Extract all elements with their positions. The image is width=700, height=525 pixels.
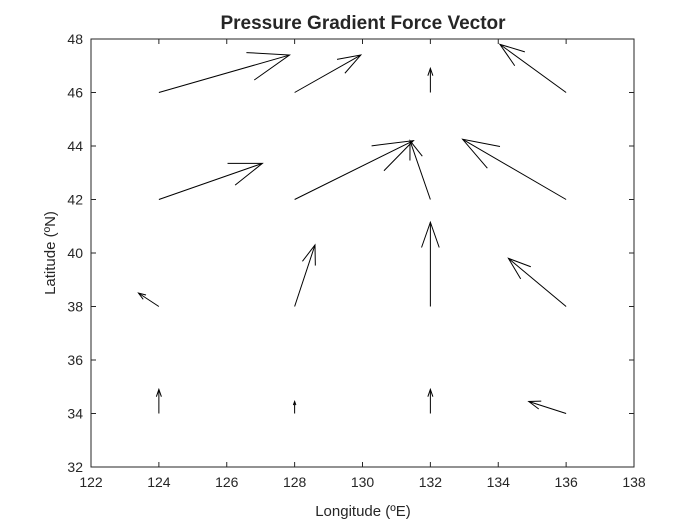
vector-head [155, 387, 162, 397]
vector-shaft [158, 54, 290, 93]
vector-arrow [155, 387, 162, 414]
x-tick-label: 134 [487, 474, 511, 490]
vector-arrow [294, 139, 415, 200]
vector-shaft [499, 43, 567, 93]
vector-head [461, 138, 501, 169]
y-tick-label: 42 [67, 192, 83, 208]
vector-arrow [427, 387, 434, 414]
vector-arrow [158, 162, 264, 200]
vector-head [421, 220, 440, 248]
vector-shaft [528, 400, 567, 414]
vector-head [336, 54, 363, 74]
vector-arrow [461, 138, 567, 200]
vector-head [246, 52, 291, 81]
vector-shaft [294, 140, 414, 200]
vector-head [302, 243, 316, 266]
y-tick-label: 32 [67, 459, 83, 475]
y-tick-label: 46 [67, 85, 83, 101]
y-tick-label: 48 [67, 31, 83, 47]
vector-shaft [158, 162, 263, 200]
chart-title: Pressure Gradient Force Vector [220, 13, 506, 34]
vector-head [409, 139, 423, 161]
axes: 122 124 126 128 130 132 134 136 138 32 34 36 38 40 42 4… [67, 31, 645, 490]
vector-shaft [294, 244, 316, 307]
vector-shaft [508, 257, 567, 307]
vector-arrow [137, 292, 160, 307]
vector-arrow [294, 243, 316, 307]
vector-arrow [427, 66, 434, 93]
vector-head [292, 399, 297, 406]
x-tick-label: 122 [79, 474, 103, 490]
vector-head [137, 292, 147, 300]
vector-head [371, 139, 415, 172]
vector-field [137, 43, 567, 414]
vector-arrow [292, 399, 297, 414]
x-tick-label: 124 [147, 474, 171, 490]
vector-arrow [409, 139, 431, 200]
vector-arrow [507, 257, 567, 307]
vector-head [527, 400, 542, 410]
vector-head [507, 257, 531, 280]
y-tick-label: 38 [67, 299, 83, 315]
vector-head [227, 162, 264, 186]
y-tick-label: 44 [67, 138, 83, 154]
vector-head [498, 43, 526, 67]
x-tick-label: 136 [554, 474, 578, 490]
x-tick-label: 130 [351, 474, 375, 490]
vector-arrow [527, 400, 567, 414]
vector-shaft [409, 140, 431, 200]
vector-arrow [158, 52, 291, 93]
x-tick-label: 138 [622, 474, 646, 490]
y-tick-label: 34 [67, 406, 83, 422]
y-tick-label: 40 [67, 245, 83, 261]
vector-shaft [294, 54, 362, 93]
y-axis-label: Latitude (ºN) [42, 211, 59, 295]
vector-shaft [138, 292, 160, 307]
vector-arrow [421, 220, 440, 307]
x-tick-label: 132 [419, 474, 443, 490]
x-tick-label: 128 [283, 474, 307, 490]
vector-arrow [498, 43, 567, 93]
y-tick-label: 36 [67, 352, 83, 368]
x-tick-label: 126 [215, 474, 239, 490]
vector-head [427, 66, 434, 76]
vector-head [427, 387, 434, 397]
vector-shaft [462, 138, 567, 200]
plot-frame [90, 38, 635, 468]
x-axis-label: Longitude (ºE) [315, 503, 411, 520]
vector-arrow [294, 54, 363, 93]
